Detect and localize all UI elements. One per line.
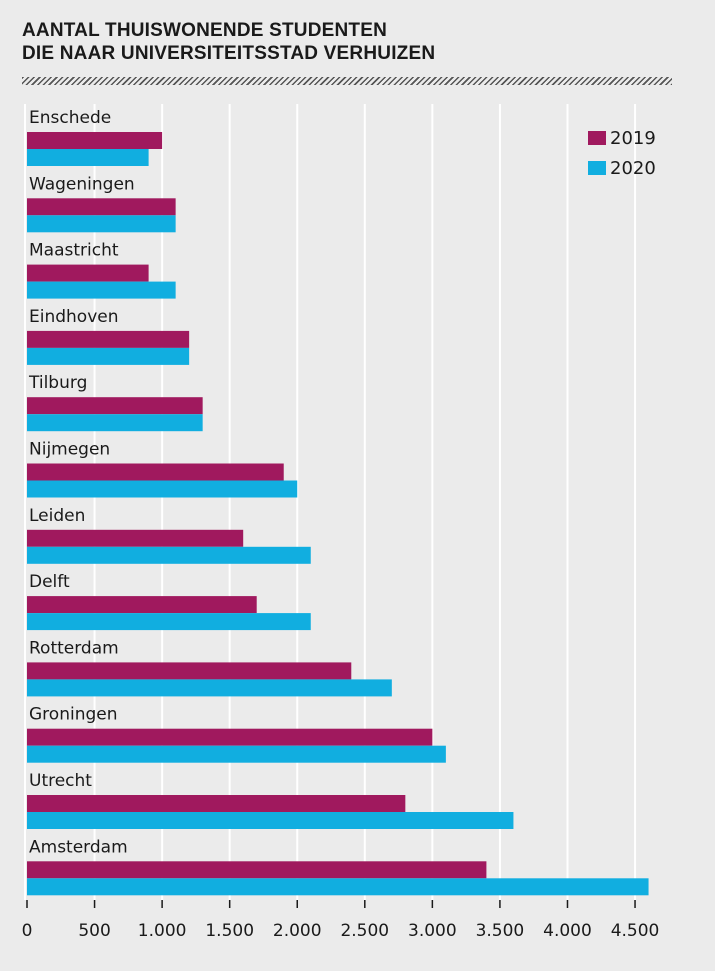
bar-2020-wageningen [27, 215, 176, 233]
legend: 2019 2020 [588, 128, 656, 179]
gridlines [24, 104, 637, 900]
bar-2019-wageningen [27, 198, 176, 216]
chart-title-line-2: DIE NAAR UNIVERSITEITSSTAD VERHUIZEN [22, 43, 436, 64]
bar-2019-rotterdam [27, 662, 352, 680]
bar-2020-tilburg [27, 414, 203, 432]
category-label: Eindhoven [29, 307, 119, 327]
bar-2019-utrecht [27, 795, 406, 812]
category-label: Amsterdam [29, 837, 128, 857]
x-tick-label: 2.000 [273, 921, 322, 941]
category-label: Enschede [29, 108, 111, 128]
x-tick-label: 1.500 [205, 921, 254, 941]
category-label: Utrecht [29, 771, 92, 791]
bar-2020-amsterdam [27, 878, 649, 896]
bar-2019-leiden [27, 529, 244, 547]
category-label: Wageningen [29, 174, 135, 194]
legend-label: 2020 [610, 158, 656, 179]
x-tick-label: 3.500 [476, 921, 525, 941]
x-tick-label: 4.000 [543, 921, 592, 941]
x-tick-label: 4.500 [611, 921, 660, 941]
bar-2019-tilburg [27, 397, 203, 415]
x-tick-label: 2.500 [340, 921, 389, 941]
bar-2019-delft [27, 596, 257, 614]
legend-swatch [588, 131, 606, 145]
title-divider [22, 77, 672, 85]
category-label: Groningen [29, 705, 118, 725]
legend-swatch [588, 161, 606, 175]
category-label: Tilburg [28, 373, 87, 393]
x-tick-label: 500 [78, 921, 110, 941]
bar-2019-nijmegen [27, 463, 284, 481]
x-tick-label: 3.000 [408, 921, 457, 941]
bar-2020-groningen [27, 745, 446, 763]
legend-label: 2019 [610, 128, 656, 149]
bar-2020-rotterdam [27, 679, 392, 697]
category-label: Maastricht [29, 241, 119, 261]
category-label: Leiden [29, 506, 85, 526]
x-axis-ticks: 0 500 1.000 1.500 2.000 2.500 3.000 3.500 4.000 4… [22, 900, 660, 941]
bar-2020-eindhoven [27, 347, 190, 365]
x-tick-label: 0 [22, 921, 33, 941]
bar-2020-delft [27, 613, 311, 631]
bar-2020-maastricht [27, 281, 176, 299]
x-tick-label: 1.000 [138, 921, 187, 941]
bar-2019-maastricht [27, 264, 149, 282]
bar-2020-enschede [27, 149, 149, 166]
bar-2019-groningen [27, 728, 433, 746]
bars [27, 132, 649, 896]
bar-2020-leiden [27, 546, 311, 564]
bar-2019-amsterdam [27, 861, 487, 879]
category-label: Rotterdam [29, 638, 119, 658]
category-label: Delft [29, 572, 70, 592]
category-labels: Enschede Wageningen Maastricht Eindhoven Til… [28, 108, 135, 857]
bar-2020-utrecht [27, 812, 514, 829]
chart-title: AANTAL THUISWONENDE STUDENTEN DIE NAAR U… [22, 19, 435, 65]
chart-title-line-1: AANTAL THUISWONENDE STUDENTEN [22, 20, 388, 41]
bar-2020-nijmegen [27, 480, 298, 498]
bar-2019-eindhoven [27, 330, 190, 348]
category-label: Nijmegen [29, 440, 110, 460]
bar-2019-enschede [27, 132, 163, 149]
